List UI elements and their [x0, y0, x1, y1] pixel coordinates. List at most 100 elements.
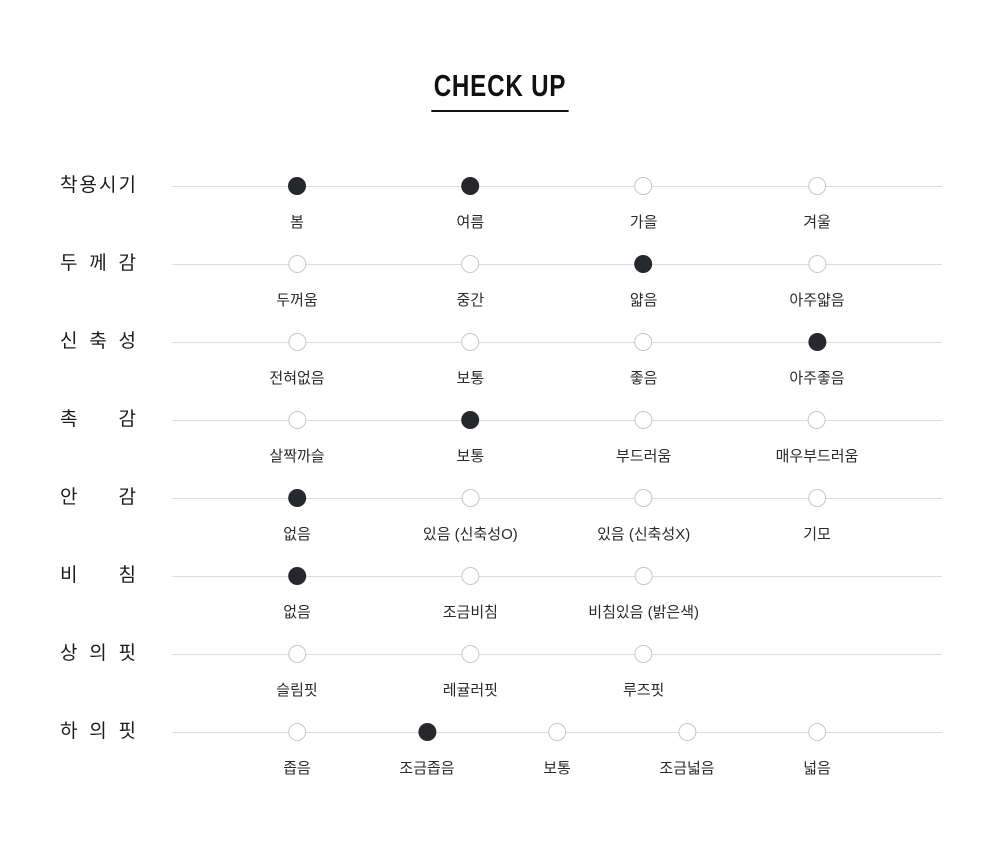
page-title-wrap: CHECK UP — [0, 68, 1000, 112]
option: 봄 — [288, 177, 306, 232]
option-label: 조금좁음 — [399, 760, 455, 777]
page-title: CHECK UP — [431, 68, 569, 112]
option-dot-empty-icon — [461, 567, 480, 585]
option: 매우부드러움 — [775, 411, 859, 466]
row-label-char: 착 — [60, 175, 78, 196]
option-dot-empty-icon — [288, 255, 306, 273]
option-label: 보통 — [543, 760, 571, 777]
option: 기모 — [803, 489, 831, 544]
option-dot-empty-icon — [677, 723, 696, 741]
row-label-char: 감 — [118, 253, 136, 274]
row-label-char: 신 — [60, 331, 78, 352]
row-label-char: 용 — [79, 175, 97, 196]
option-dot-empty-icon — [634, 333, 653, 351]
option-label: 좋음 — [629, 370, 658, 387]
option: 넓음 — [803, 723, 831, 778]
option-dot-selected-icon — [417, 723, 436, 741]
checkup-row: 안 감 없음 있음 (신축성O) 있음 (신축성X) 기모 — [0, 477, 1000, 555]
option: 보통 — [456, 411, 485, 466]
row-label-char: 의 — [89, 721, 107, 742]
option: 전혀없음 — [269, 333, 325, 388]
row-label-char: 감 — [118, 487, 136, 508]
option-label: 아주얇음 — [789, 292, 845, 309]
option-label: 조금비침 — [442, 604, 498, 621]
option-dot-empty-icon — [547, 723, 566, 741]
option: 부드러움 — [616, 411, 671, 466]
option: 아주얇음 — [789, 255, 845, 310]
option: 아주좋음 — [789, 333, 845, 388]
checkup-row: 촉 감 살짝까슬 보통 부드러움 매우부드러움 — [0, 399, 1000, 477]
option: 조금좁음 — [399, 723, 455, 778]
option-dot-empty-icon — [461, 645, 480, 663]
row-label-char: 의 — [89, 643, 107, 664]
option-label: 얇음 — [629, 292, 658, 309]
option-dot-empty-icon — [288, 645, 306, 663]
option: 조금넓음 — [659, 723, 715, 778]
option: 없음 — [283, 567, 311, 622]
row-label-char: 상 — [60, 643, 78, 664]
option: 가을 — [629, 177, 658, 232]
row-label-char: 핏 — [118, 643, 136, 664]
option-track-line: 살짝까슬 보통 부드러움 매우부드러움 — [172, 411, 942, 465]
option: 있음 (신축성X) — [597, 489, 690, 544]
option: 루즈핏 — [623, 645, 664, 700]
option-label: 좁음 — [283, 760, 311, 777]
option: 살짝까슬 — [269, 411, 325, 466]
option-label: 두꺼움 — [276, 292, 318, 309]
option: 보통 — [543, 723, 571, 778]
option-label: 살짝까슬 — [269, 448, 325, 465]
option: 없음 — [283, 489, 311, 544]
row-label-char: 시 — [99, 175, 117, 196]
option-dot-selected-icon — [288, 177, 306, 195]
row-label-char: 께 — [89, 253, 107, 274]
option: 비침있음 (밝은색) — [588, 567, 699, 622]
option-track-line: 없음 있음 (신축성O) 있음 (신축성X) 기모 — [172, 489, 942, 543]
option-label: 여름 — [456, 214, 485, 231]
option-label: 매우부드러움 — [775, 448, 859, 465]
option-label: 아주좋음 — [789, 370, 845, 387]
checkup-row: 두 께 감 두꺼움 중간 얇음 아주얇음 — [0, 243, 1000, 321]
option-dot-selected-icon — [807, 333, 826, 351]
row-label-char: 촉 — [60, 409, 78, 430]
option-dot-selected-icon — [634, 255, 653, 273]
row-label-char: 두 — [60, 253, 78, 274]
option-label: 슬림핏 — [276, 682, 318, 699]
option-label: 레귤러핏 — [442, 682, 498, 699]
option: 두꺼움 — [276, 255, 318, 310]
option: 겨울 — [803, 177, 831, 232]
checkup-rows: 착 용 시 기 봄 여름 가을 겨울 두 께 감 두꺼움 중간 얇음 아주얇음 신 축 성 전혀없음 보통 좋음 아주좋음… — [0, 165, 1000, 789]
option-label: 가을 — [629, 214, 658, 231]
option-label: 기모 — [803, 526, 831, 543]
option-track-line: 좁음 조금좁음 보통 조금넓음 넓음 — [172, 723, 942, 777]
row-label-char: 침 — [118, 565, 136, 586]
row-label-char: 핏 — [118, 721, 136, 742]
option: 조금비침 — [443, 567, 498, 622]
option-label: 전혀없음 — [269, 370, 325, 387]
row-label-char: 축 — [89, 331, 107, 352]
option-dot-empty-icon — [634, 411, 653, 429]
option-label: 비침있음 (밝은색) — [588, 604, 700, 621]
option-label: 보통 — [456, 448, 485, 465]
option-label: 중간 — [456, 292, 485, 309]
row-label-char: 비 — [60, 565, 78, 586]
option-dot-empty-icon — [634, 645, 653, 663]
option-dot-empty-icon — [634, 177, 653, 195]
option-dot-empty-icon — [287, 411, 306, 429]
option-dot-empty-icon — [461, 489, 480, 507]
option-track-line: 두꺼움 중간 얇음 아주얇음 — [172, 255, 942, 309]
option-dot-empty-icon — [807, 177, 826, 195]
option-label: 있음 (신축성O) — [422, 526, 518, 543]
option-dot-empty-icon — [807, 255, 826, 273]
option-dot-empty-icon — [461, 255, 480, 273]
option: 보통 — [457, 333, 484, 388]
option-dot-selected-icon — [461, 411, 480, 429]
checkup-row: 착 용 시 기 봄 여름 가을 겨울 — [0, 165, 1000, 243]
